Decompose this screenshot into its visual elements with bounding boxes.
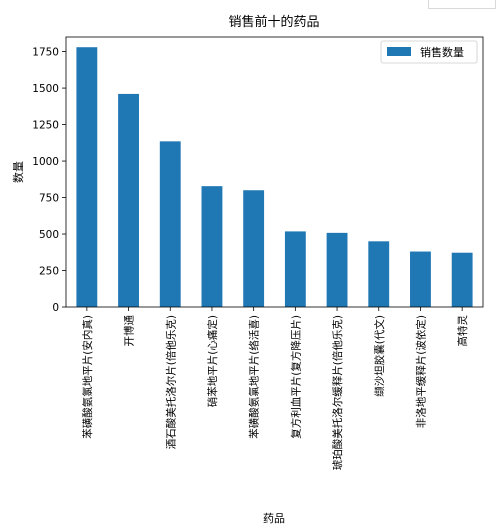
- y-tick-label: 1000: [32, 156, 59, 168]
- x-tick-label: 非洛地平缓释片(波依定): [414, 315, 427, 428]
- legend-box: [380, 40, 478, 64]
- chart-title: 销售前十的药品: [228, 14, 319, 30]
- bar-3: [159, 141, 181, 307]
- x-tick-label: 缬沙坦胶囊(代文): [373, 315, 386, 397]
- y-tick-label: 750: [39, 193, 59, 205]
- y-tick-label: 0: [52, 302, 59, 314]
- bar-6: [284, 231, 306, 307]
- y-tick-label: 1250: [32, 120, 59, 132]
- bar-4: [201, 186, 223, 307]
- bar-10: [451, 252, 473, 307]
- legend-swatch: [387, 47, 411, 56]
- bar-1: [76, 47, 98, 307]
- x-ticks: 苯磺酸氨氯地平片(安内真) 开博通 酒石酸美托洛尔片(倍他乐克) 硝苯地平片(心痛定)…: [81, 307, 469, 470]
- plot-frame: [65, 36, 484, 308]
- x-axis-label: 药品: [263, 512, 285, 525]
- x-tick-label: 苯磺酸氨氯地平片(络活喜): [248, 315, 261, 439]
- y-tick-label: 500: [39, 229, 59, 241]
- x-tick-label: 琥珀酸美托洛尔缓释片(倍他乐克): [331, 315, 344, 470]
- y-tick-label: 250: [39, 266, 59, 278]
- x-tick-label: 硝苯地平片(心痛定): [206, 315, 219, 407]
- legend-label: 销售数量: [420, 45, 464, 59]
- bar-2: [118, 93, 139, 307]
- bar-9: [410, 251, 431, 307]
- legend: 销售数量: [380, 40, 478, 64]
- bar-5: [243, 190, 265, 307]
- bar-8: [368, 241, 390, 307]
- x-tick-label: 复方利血平片(复方降压片): [289, 315, 302, 439]
- y-axis-label: 数量: [12, 161, 25, 183]
- x-tick-label: 酒石酸美托洛尔片(倍他乐克): [164, 315, 177, 449]
- bar-7: [326, 232, 348, 307]
- x-tick-label: 苯磺酸氨氯地平片(安内真): [81, 315, 94, 439]
- toolbar-box: [428, 0, 496, 9]
- bars-group: [76, 47, 473, 307]
- x-tick-label: 高特灵: [456, 315, 469, 347]
- x-tick-label: 开博通: [123, 315, 136, 347]
- y-tick-label: 1500: [32, 83, 59, 95]
- y-tick-label: 1750: [32, 47, 59, 59]
- y-ticks: 0 250 500 750 1000 1250 1500 1750: [32, 47, 66, 314]
